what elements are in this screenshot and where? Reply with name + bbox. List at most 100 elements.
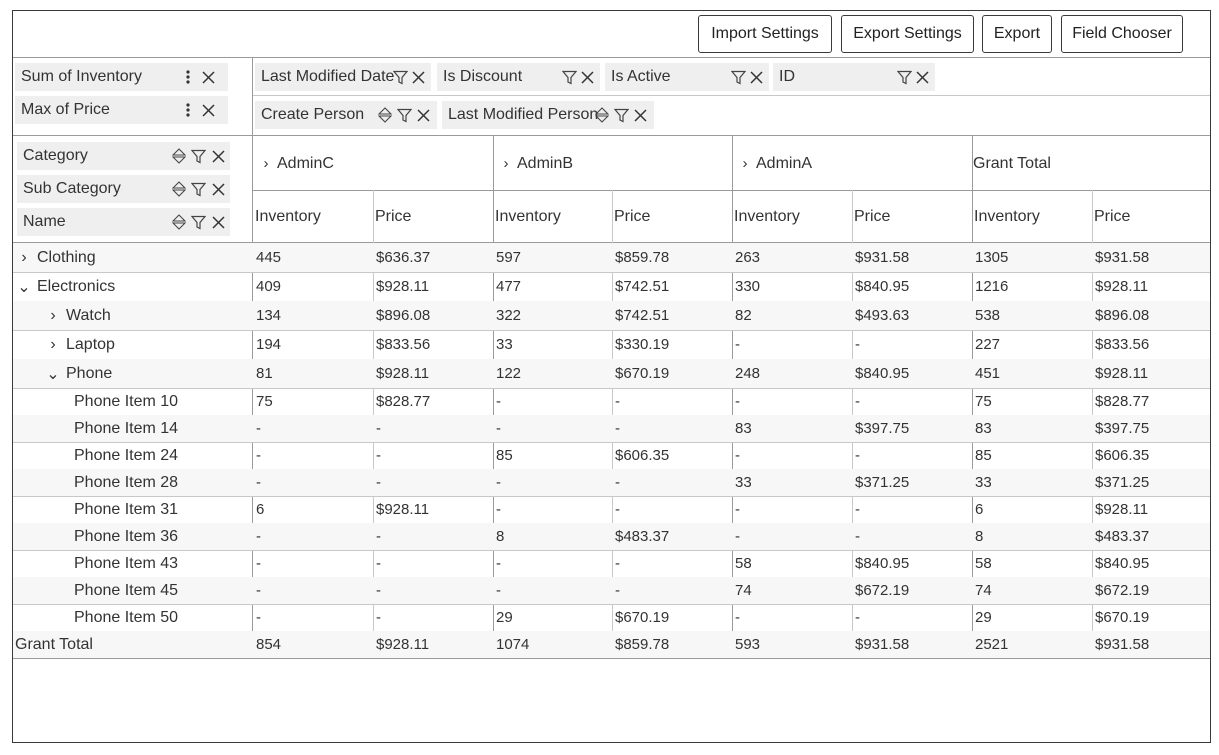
close-icon[interactable] xyxy=(632,106,648,124)
filter-icon-glyph xyxy=(190,149,206,163)
filter-icon[interactable] xyxy=(190,180,206,198)
table-cell: $670.19 xyxy=(615,609,670,626)
close-icon[interactable] xyxy=(210,180,226,198)
row-background xyxy=(13,359,1210,388)
close-icon-glyph xyxy=(915,70,929,84)
table-cell: $928.11 xyxy=(376,636,430,653)
table-cell: 330 xyxy=(735,278,761,295)
table-cell: 6 xyxy=(975,501,984,518)
row-field-chip-0[interactable]: Category xyxy=(17,142,230,170)
row-field-chip-2-label: Name xyxy=(23,213,66,230)
expand-chevron-icon[interactable]: › xyxy=(50,335,56,353)
table-cell: 8 xyxy=(496,528,505,545)
filter-icon[interactable] xyxy=(896,68,912,86)
table-cell: 451 xyxy=(975,365,1001,382)
field-chooser-button[interactable]: Field Chooser xyxy=(1061,15,1183,53)
filter-icon[interactable] xyxy=(613,106,629,124)
row-divider xyxy=(13,330,1210,331)
row-header-label: Phone Item 36 xyxy=(74,527,179,545)
filter-chip-1[interactable]: Is Discount xyxy=(437,63,600,91)
close-icon[interactable] xyxy=(210,147,226,165)
export-button[interactable]: Export xyxy=(982,15,1052,53)
import-settings-button[interactable]: Import Settings xyxy=(698,15,832,53)
column-header-3: Grant Total xyxy=(973,150,1051,177)
table-cell: 33 xyxy=(496,336,513,353)
row-header[interactable]: ⌄ Electronics xyxy=(17,272,115,301)
row-header-item: Phone Item 31 xyxy=(74,496,178,523)
close-icon[interactable] xyxy=(579,68,595,86)
filter-chip-2-label: Is Active xyxy=(611,68,671,85)
filter-chip-r2-0[interactable]: Create Person xyxy=(255,101,437,129)
table-cell: $840.95 xyxy=(855,555,910,572)
measure-header-4: Inventory xyxy=(734,207,800,225)
close-icon[interactable] xyxy=(200,68,216,86)
export-settings-button[interactable]: Export Settings xyxy=(841,15,974,53)
table-cell: $330.19 xyxy=(615,336,670,353)
menu-icon-glyph xyxy=(186,70,190,84)
row-header-label: Grant Total xyxy=(15,635,93,653)
table-cell: - xyxy=(735,528,740,545)
table-cell: $833.56 xyxy=(376,336,431,353)
filter-icon[interactable] xyxy=(190,213,206,231)
column-header-1[interactable]: › AdminB xyxy=(499,150,574,177)
filter-icon[interactable] xyxy=(190,147,206,165)
expand-chevron-icon[interactable]: › xyxy=(263,155,269,172)
sort-icon[interactable] xyxy=(171,180,187,198)
row-header-item: Phone Item 28 xyxy=(74,469,178,496)
column-header-2[interactable]: › AdminA xyxy=(738,150,813,177)
value-chip-0-label: Sum of Inventory xyxy=(21,68,142,85)
sort-icon[interactable] xyxy=(171,213,187,231)
close-icon[interactable] xyxy=(748,68,764,86)
row-header-item: Phone Item 14 xyxy=(74,415,178,442)
filter-chip-2[interactable]: Is Active xyxy=(605,63,769,91)
expand-chevron-icon[interactable]: › xyxy=(21,248,27,266)
menu-icon[interactable] xyxy=(180,68,196,86)
table-cell: - xyxy=(615,393,620,410)
close-icon-glyph xyxy=(201,70,215,84)
close-icon[interactable] xyxy=(210,213,226,231)
row-header[interactable]: › Laptop xyxy=(46,330,115,359)
row-header[interactable]: › Watch xyxy=(46,301,110,330)
filter-icon[interactable] xyxy=(396,106,412,124)
expand-chevron-icon[interactable]: › xyxy=(503,155,509,172)
table-cell: $606.35 xyxy=(615,447,670,464)
filter-chip-3[interactable]: ID xyxy=(773,63,935,91)
table-cell: - xyxy=(735,447,740,464)
column-header-0[interactable]: › AdminC xyxy=(259,150,334,177)
value-chip-1[interactable]: Max of Price xyxy=(15,96,228,124)
row-header[interactable]: › Clothing xyxy=(17,243,95,272)
filter-icon[interactable] xyxy=(561,68,577,86)
filter-chip-1-label: Is Discount xyxy=(443,68,523,85)
filter-icon[interactable] xyxy=(730,68,746,86)
expand-chevron-icon[interactable]: › xyxy=(742,155,748,172)
close-icon[interactable] xyxy=(415,106,431,124)
row-header-label: Phone Item 31 xyxy=(74,500,179,518)
collapse-chevron-icon[interactable]: ⌄ xyxy=(17,278,31,296)
row-header-item: Phone Item 43 xyxy=(74,550,178,577)
filter-chip-r2-1[interactable]: Last Modified Person xyxy=(442,101,654,129)
collapse-chevron-icon[interactable]: ⌄ xyxy=(46,365,60,383)
table-cell: - xyxy=(735,501,740,518)
filter-icon[interactable] xyxy=(392,68,408,86)
table-cell: - xyxy=(376,528,381,545)
filter-chip-0[interactable]: Last Modified Date xyxy=(255,63,431,91)
column-divider xyxy=(493,135,494,657)
close-icon[interactable] xyxy=(410,68,426,86)
close-icon-glyph xyxy=(201,103,215,117)
value-chip-0[interactable]: Sum of Inventory xyxy=(15,63,228,91)
close-icon[interactable] xyxy=(200,101,216,119)
expand-chevron-icon[interactable]: › xyxy=(50,306,56,324)
close-icon[interactable] xyxy=(914,68,930,86)
filter-chip-3-label: ID xyxy=(779,68,795,85)
row-field-chip-1[interactable]: Sub Category xyxy=(17,175,230,203)
menu-icon[interactable] xyxy=(180,101,196,119)
row-header-label: Phone Item 24 xyxy=(74,446,179,464)
table-cell: 33 xyxy=(975,474,992,491)
sort-icon[interactable] xyxy=(377,106,393,124)
row-header[interactable]: ⌄ Phone xyxy=(46,359,112,388)
sort-icon[interactable] xyxy=(171,147,187,165)
row-field-chip-2[interactable]: Name xyxy=(17,208,230,236)
table-cell: 8 xyxy=(975,528,984,545)
table-cell: 29 xyxy=(975,609,992,626)
sort-icon[interactable] xyxy=(594,106,610,124)
